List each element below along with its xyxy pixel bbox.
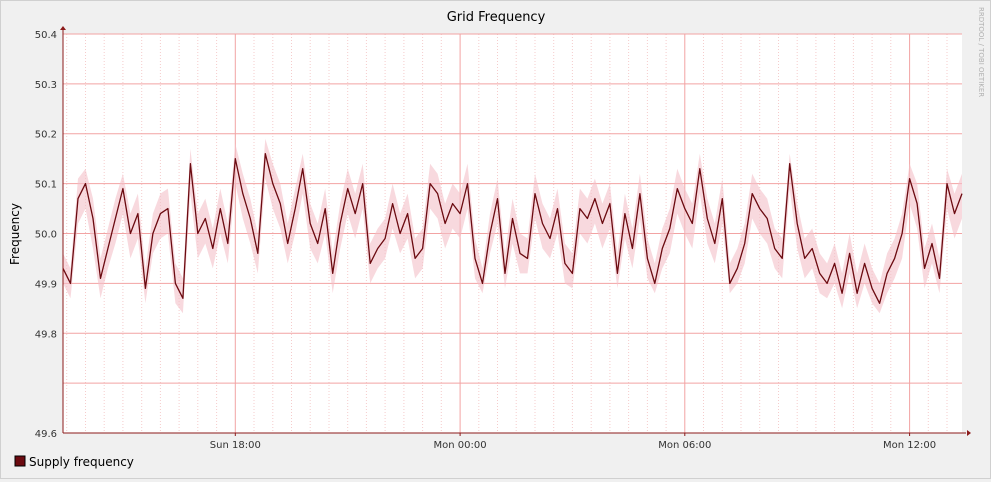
minor-grid [66, 34, 948, 433]
major-grid [63, 33, 962, 434]
y-tick-label: 50.1 [35, 180, 57, 191]
x-tick-labels: Sun 18:00 Mon 00:00 Mon 06:00 Mon 12:00 [210, 433, 936, 451]
y-tick-label: 49.8 [35, 329, 57, 340]
legend-swatch [14, 455, 26, 467]
series-layer [62, 153, 963, 304]
x-tick-label: Sun 18:00 [210, 440, 261, 451]
y-tick-label: 50.2 [35, 130, 57, 141]
chart-title: Grid Frequency [447, 10, 546, 25]
y-tick-label: 49.6 [35, 429, 57, 440]
legend-label: Supply frequency [29, 455, 134, 469]
y-axis-label: Frequency [8, 203, 22, 265]
y-tick-label: 49.9 [35, 279, 57, 290]
y-axis-arrow [60, 26, 66, 30]
y-tick-label: 50.4 [35, 30, 57, 41]
watermark: RRDTOOL / TOBI OETIKER [977, 7, 985, 97]
legend: Supply frequency [14, 455, 134, 469]
x-tick-label: Mon 12:00 [883, 440, 936, 451]
y-tick-labels: 49.6 49.8 49.9 50.0 50.1 50.2 50.3 50.4 [35, 30, 57, 440]
y-tick-label: 50.0 [35, 230, 57, 241]
x-tick-label: Mon 00:00 [434, 440, 487, 451]
y-tick-label: 50.3 [35, 80, 57, 91]
x-tick-label: Mon 06:00 [658, 440, 711, 451]
x-axis-arrow [967, 430, 971, 436]
series-line-supply-frequency [62, 153, 963, 304]
axes [60, 26, 971, 436]
